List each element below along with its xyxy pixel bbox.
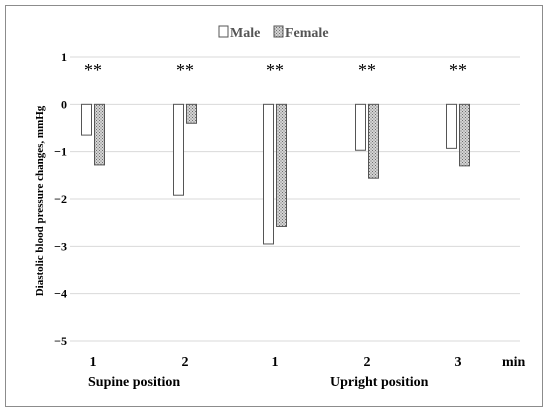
x-tick-label: 2 xyxy=(182,355,189,370)
bar-female-2 xyxy=(276,103,287,227)
bar-female-3 xyxy=(368,103,379,179)
bar-male-0 xyxy=(81,103,92,136)
x-tick-label: 1 xyxy=(90,355,97,370)
bar-male-1 xyxy=(173,103,184,196)
bars xyxy=(81,103,470,245)
x-tick-label: 3 xyxy=(455,355,462,370)
x-axis-unit-label: min xyxy=(502,355,526,370)
legend-label-female: Female xyxy=(285,26,329,41)
y-tick-label: −3 xyxy=(54,239,67,253)
legend-label-male: Male xyxy=(230,26,260,41)
x-tick-label: 1 xyxy=(272,355,279,370)
y-tick-labels: 1 0 −1 −2 −3 −4 −5 xyxy=(54,50,67,348)
x-tick-label: 2 xyxy=(364,355,371,370)
gridlines xyxy=(70,56,520,342)
group-label: Supine position xyxy=(88,375,180,390)
legend: Male Female xyxy=(218,25,329,41)
annotations: ** ** ** ** ** xyxy=(84,60,467,80)
y-tick-label: 0 xyxy=(61,97,67,111)
bar-male-2 xyxy=(263,103,274,245)
significance-marker: ** xyxy=(84,60,102,80)
group-labels: Supine position Upright position xyxy=(88,375,429,390)
legend-swatch-female xyxy=(273,25,284,38)
x-tick-labels: 1 2 1 2 3 xyxy=(90,355,462,370)
group-label: Upright position xyxy=(330,375,429,390)
bar-male-3 xyxy=(355,103,366,151)
significance-marker: ** xyxy=(358,60,376,80)
y-tick-label: −1 xyxy=(54,145,67,159)
bar-female-4 xyxy=(459,103,470,167)
y-tick-label: −2 xyxy=(54,192,67,206)
bar-male-4 xyxy=(446,103,457,149)
y-axis-label: Diastolic blood pressure changes, mmHg xyxy=(34,105,46,296)
y-tick-label: −5 xyxy=(54,334,67,348)
bar-female-0 xyxy=(94,103,105,166)
significance-marker: ** xyxy=(266,60,284,80)
y-tick-label: 1 xyxy=(61,50,67,64)
significance-marker: ** xyxy=(176,60,194,80)
y-tick-label: −4 xyxy=(54,287,67,301)
significance-marker: ** xyxy=(449,60,467,80)
bar-female-1 xyxy=(186,103,197,124)
legend-swatch-male xyxy=(218,25,229,38)
